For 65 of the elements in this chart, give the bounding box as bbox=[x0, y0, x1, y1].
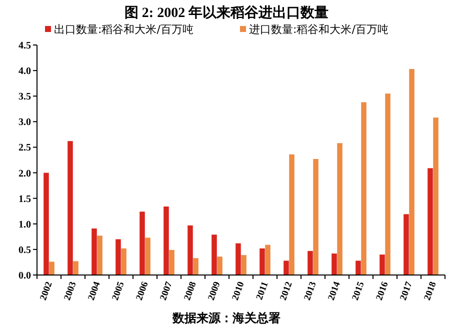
x-tick-label: 2015 bbox=[350, 280, 367, 302]
bar bbox=[361, 102, 366, 275]
y-tick-label: 0.5 bbox=[18, 244, 31, 256]
legend-label: 进口数量:稻谷和大米/百万吨 bbox=[249, 23, 388, 36]
x-tick-label: 2004 bbox=[86, 280, 103, 302]
bar bbox=[356, 260, 361, 275]
bar bbox=[404, 214, 409, 275]
bar bbox=[97, 236, 102, 275]
bar bbox=[428, 168, 433, 275]
bar bbox=[313, 158, 318, 275]
legend-label: 出口数量:稻谷和大米/百万吨 bbox=[54, 23, 194, 36]
bar bbox=[433, 118, 438, 275]
x-tick-label: 2011 bbox=[255, 280, 271, 302]
y-tick-label: 3.0 bbox=[18, 117, 31, 128]
bar bbox=[68, 141, 73, 275]
x-tick-label: 2012 bbox=[278, 280, 295, 302]
bar bbox=[284, 260, 289, 275]
bar bbox=[193, 258, 198, 275]
x-tick-label: 2009 bbox=[206, 280, 223, 302]
bar bbox=[140, 212, 145, 275]
y-tick-label: 2.5 bbox=[18, 142, 31, 154]
bar bbox=[92, 228, 97, 275]
y-tick-label: 1.0 bbox=[18, 219, 31, 230]
bar bbox=[332, 254, 337, 275]
bar bbox=[164, 206, 169, 275]
bar bbox=[73, 261, 78, 275]
x-tick-label: 2005 bbox=[110, 280, 127, 302]
bar bbox=[49, 262, 54, 275]
bar bbox=[44, 172, 49, 275]
bar bbox=[145, 238, 150, 275]
bar bbox=[169, 250, 174, 275]
x-tick-label: 2003 bbox=[62, 280, 79, 302]
bar bbox=[409, 69, 414, 275]
y-tick-label: 3.5 bbox=[18, 92, 31, 103]
y-tick-label: 2.0 bbox=[18, 168, 31, 180]
x-tick-label: 2018 bbox=[422, 280, 439, 302]
bar bbox=[236, 243, 241, 275]
chart-title: 图 2: 2002 年以来稻谷进出口数量 bbox=[124, 5, 329, 21]
x-tick-label: 2002 bbox=[38, 280, 55, 302]
x-tick-label: 2010 bbox=[230, 280, 247, 302]
y-tick-label: 0.0 bbox=[18, 270, 31, 282]
x-tick-label: 2006 bbox=[134, 280, 151, 302]
x-tick-label: 2017 bbox=[398, 280, 415, 302]
bar bbox=[380, 254, 385, 275]
y-tick-label: 1.5 bbox=[18, 194, 31, 205]
bar bbox=[265, 244, 270, 275]
bar bbox=[385, 94, 390, 275]
bar bbox=[337, 143, 342, 275]
source-note: 数据来源：海关总署 bbox=[172, 311, 280, 325]
x-tick-label: 2007 bbox=[158, 280, 175, 302]
bar bbox=[308, 250, 313, 275]
x-tick-label: 2013 bbox=[302, 280, 319, 302]
bar bbox=[217, 256, 222, 275]
bar bbox=[289, 154, 294, 275]
y-tick-label: 4.0 bbox=[18, 66, 31, 78]
x-tick-label: 2016 bbox=[374, 280, 391, 302]
bar bbox=[212, 234, 217, 275]
bar bbox=[116, 239, 121, 275]
y-tick-label: 4.5 bbox=[18, 40, 31, 52]
bar bbox=[260, 248, 265, 275]
bar bbox=[121, 248, 126, 275]
x-tick-label: 2008 bbox=[182, 280, 199, 302]
bar bbox=[188, 225, 193, 275]
x-tick-label: 2014 bbox=[326, 280, 343, 302]
bar bbox=[241, 255, 246, 275]
